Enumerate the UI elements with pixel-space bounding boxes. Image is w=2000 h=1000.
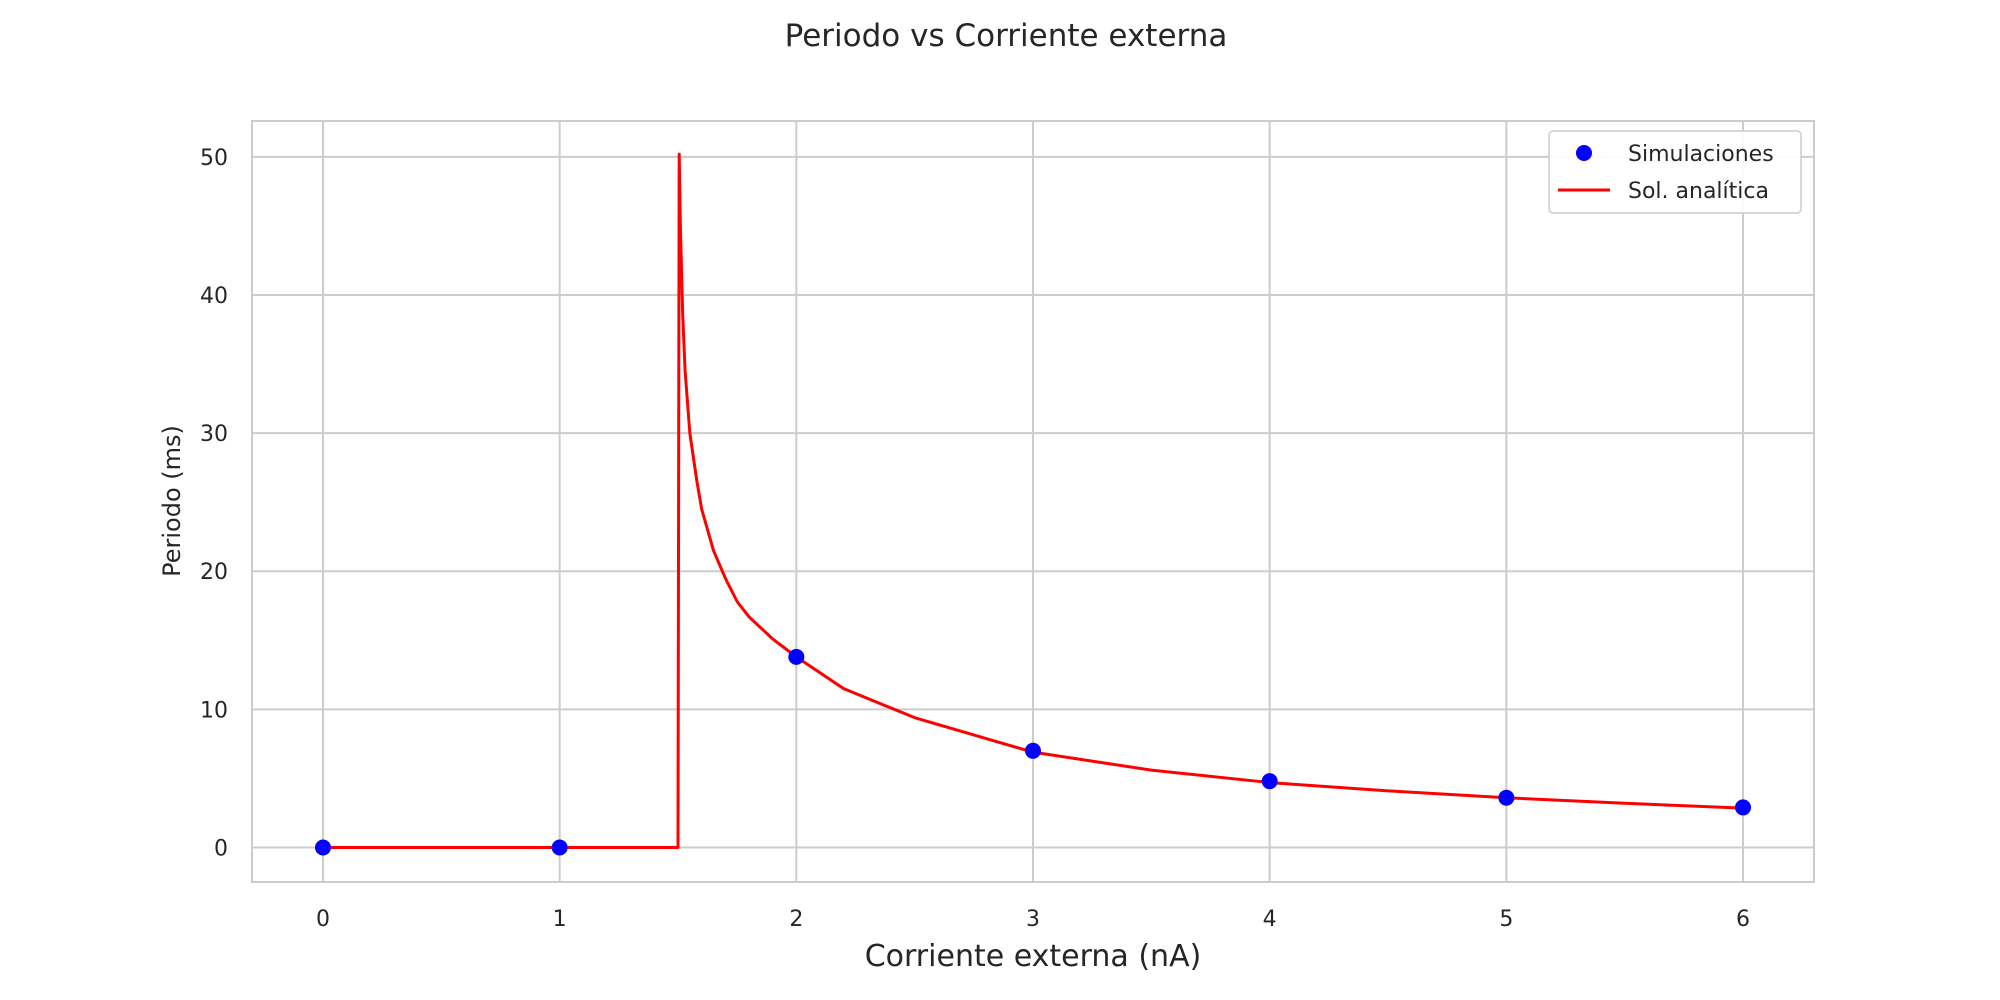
- y-tick-label: 0: [214, 836, 228, 861]
- simulation-point: [1735, 799, 1751, 816]
- x-tick-label: 5: [1499, 907, 1513, 932]
- simulation-point: [1261, 773, 1278, 790]
- simulation-point: [315, 839, 331, 856]
- simulation-point: [551, 839, 568, 856]
- legend-marker-simulaciones: [1576, 145, 1592, 161]
- x-tick-label: 0: [316, 907, 330, 932]
- point-layer: [315, 648, 1751, 856]
- simulation-point: [788, 648, 805, 665]
- x-tick-label: 3: [1026, 907, 1040, 932]
- x-tick-label: 2: [789, 907, 803, 932]
- x-tick-label: 4: [1263, 907, 1277, 932]
- legend: Simulaciones Sol. analítica: [1548, 130, 1802, 214]
- x-tick-label: 1: [553, 907, 567, 932]
- chart-title: Periodo vs Corriente externa: [785, 18, 1228, 54]
- y-tick-label: 20: [200, 560, 228, 585]
- y-tick-label: 10: [200, 698, 228, 723]
- simulation-point: [1498, 789, 1515, 806]
- simulation-point: [1025, 742, 1041, 759]
- x-axis-label: Corriente externa (nA): [865, 939, 1202, 974]
- y-tick-label: 40: [200, 284, 228, 309]
- y-axis-label: Periodo (ms): [158, 425, 186, 577]
- legend-box: [1548, 130, 1802, 214]
- y-tick-label: 50: [200, 146, 228, 171]
- tick-labels: 0 1 2 3 4 5 6 0 10 20 30 40 50: [200, 146, 1750, 932]
- x-tick-label: 6: [1736, 907, 1750, 932]
- legend-label-sol-analitica: Sol. analítica: [1628, 179, 1769, 204]
- legend-label-simulaciones: Simulaciones: [1628, 142, 1774, 167]
- y-tick-label: 30: [200, 422, 228, 447]
